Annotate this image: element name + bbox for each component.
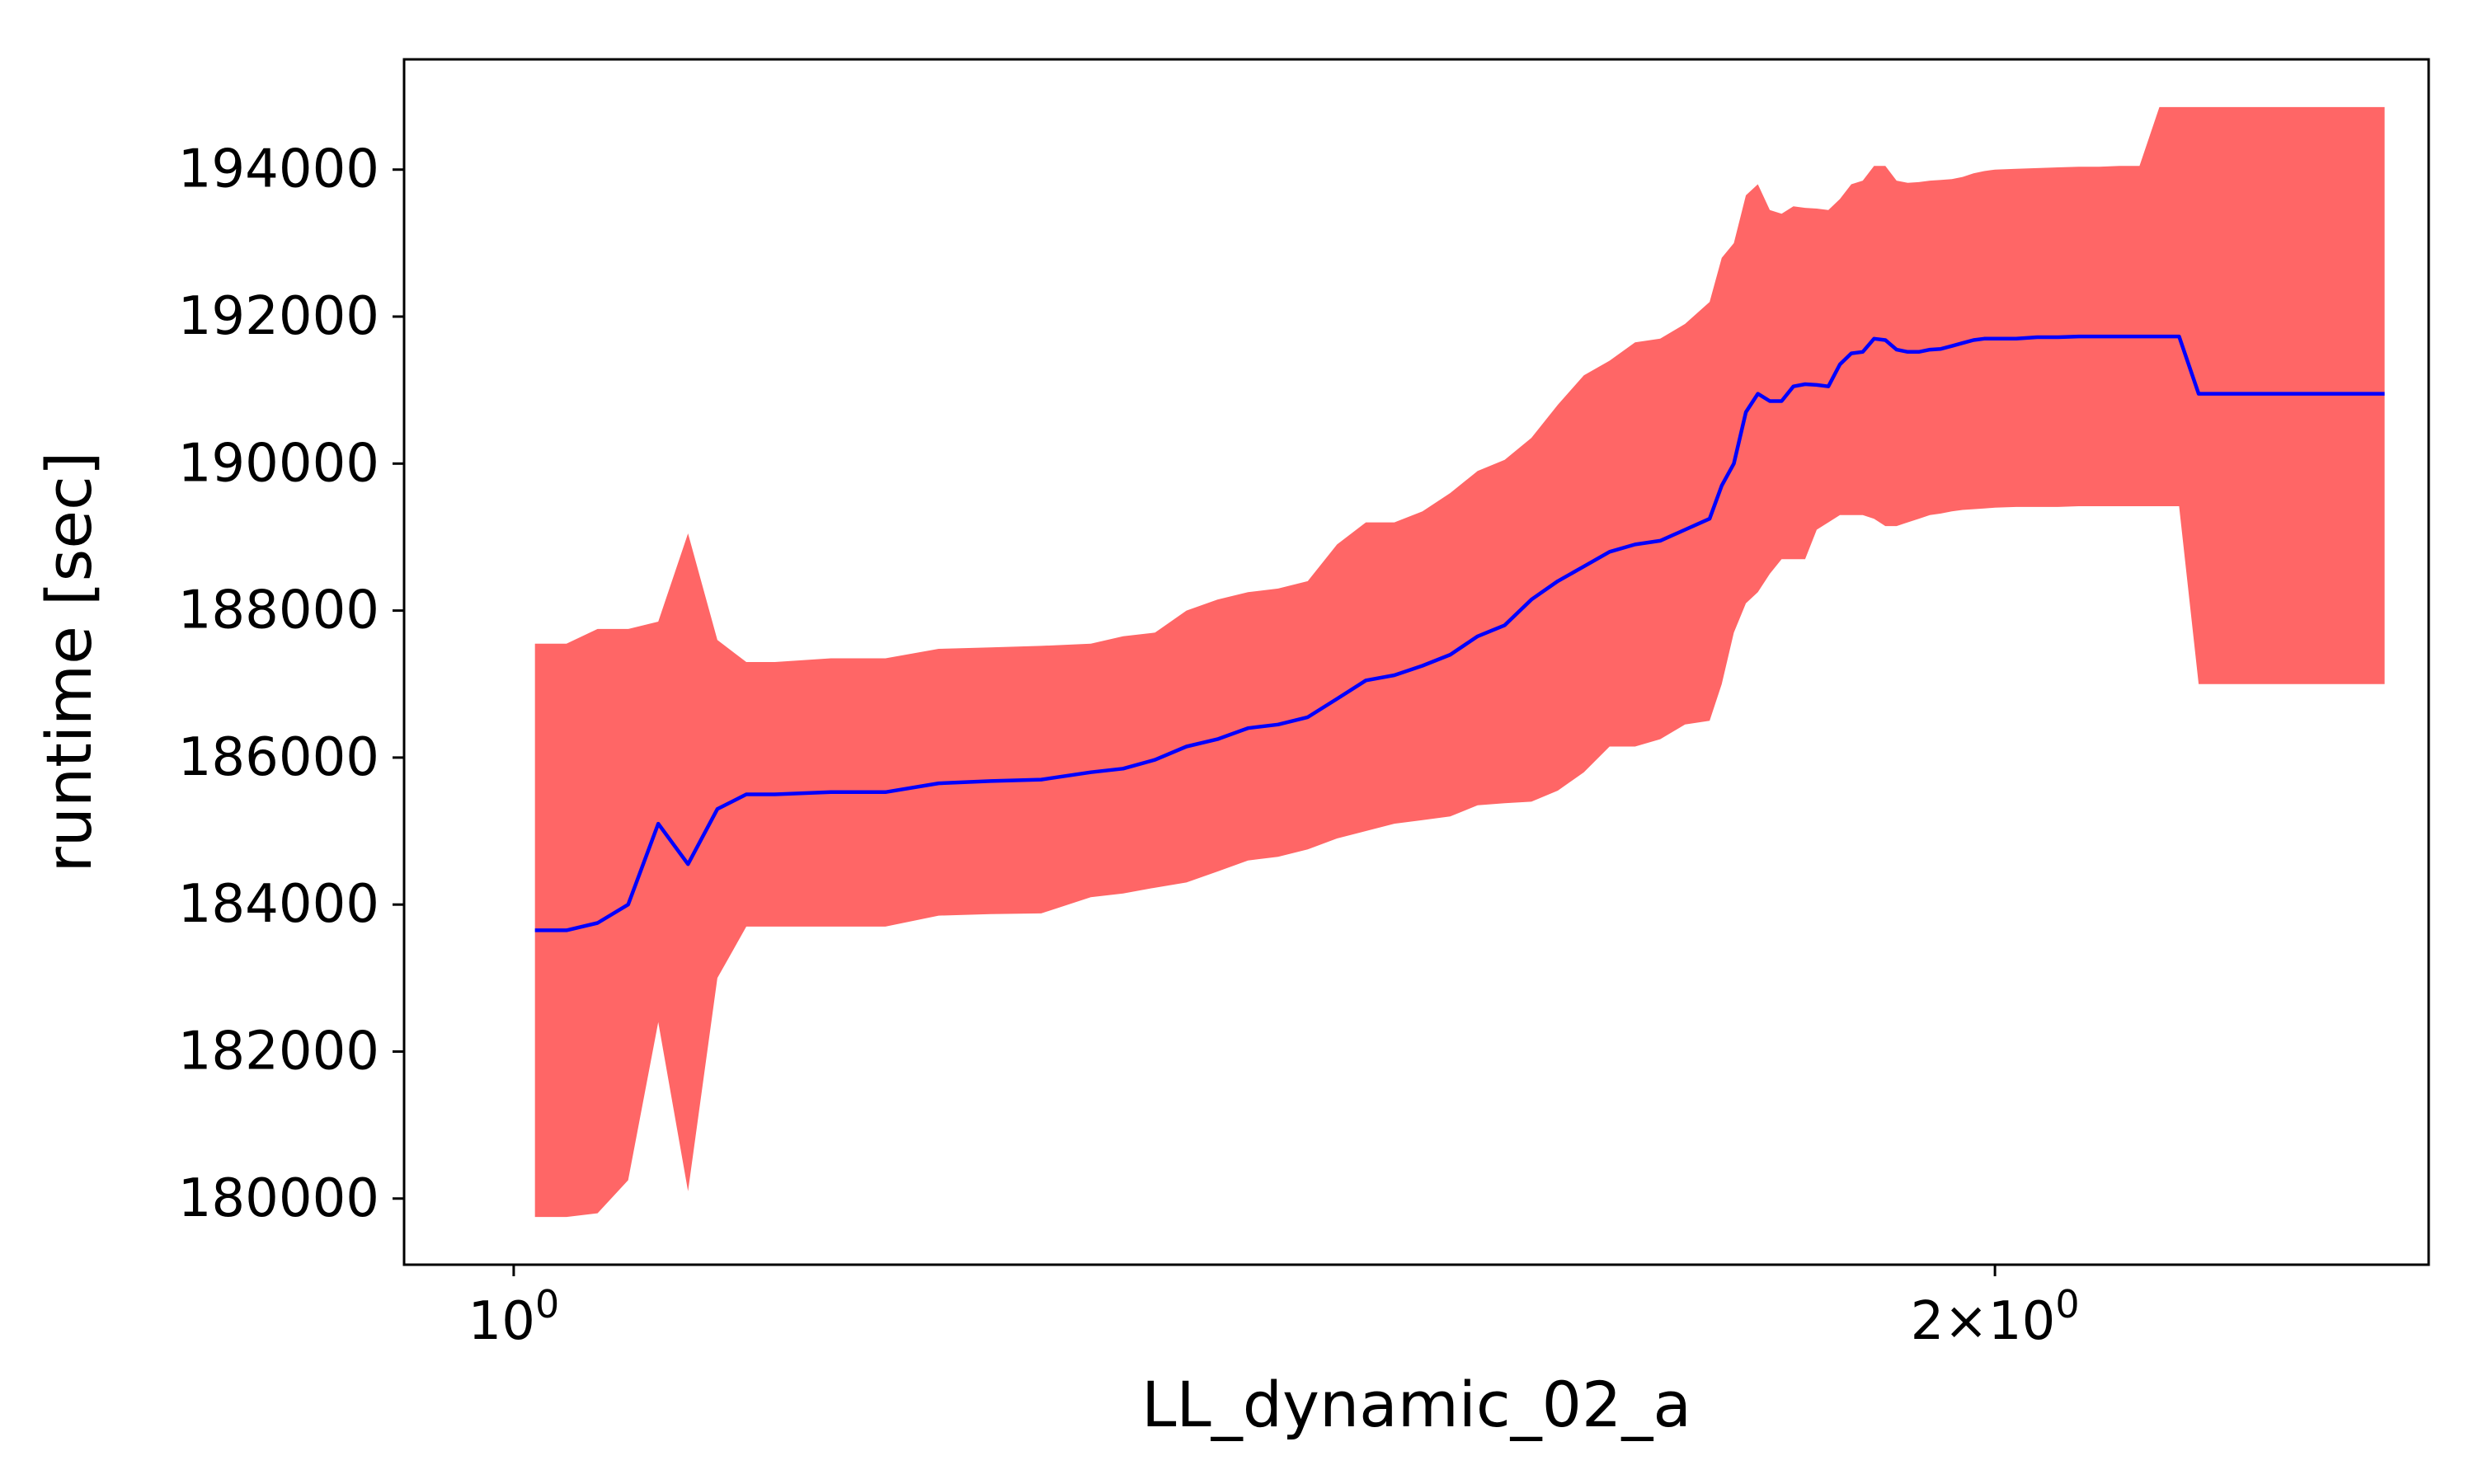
mean-line: [534, 334, 2385, 932]
plot-frame: [402, 58, 2430, 1266]
mean-line-layer: [534, 334, 2385, 932]
y-tick-label: 194000: [178, 139, 379, 200]
confidence-band-layer: [534, 106, 2385, 1218]
y-tick-label: 180000: [178, 1168, 379, 1229]
x-tick-label: 100: [468, 1282, 560, 1352]
y-tick-label: 184000: [178, 874, 379, 935]
confidence-band: [534, 106, 2385, 1218]
y-tick-label: 188000: [178, 580, 379, 641]
x-tick-base: 10: [1988, 1291, 2055, 1352]
x-tick-exponent: 0: [2055, 1282, 2079, 1327]
y-tick-label: 186000: [178, 727, 379, 788]
y-axis-ticks: 180000 182000 184000 186000 188000 190000 1920…: [178, 139, 404, 1229]
y-tick-label: 182000: [178, 1021, 379, 1082]
y-axis-label: runtime [sec]: [32, 452, 106, 873]
x-axis-ticks: 100 2×100: [468, 1265, 2080, 1352]
y-tick-label: 192000: [178, 286, 379, 347]
x-tick-label: 2×100: [1911, 1282, 2080, 1352]
x-tick-exponent: 0: [535, 1282, 559, 1327]
x-tick-coefficient: 2: [1911, 1291, 1945, 1352]
x-tick-base: 10: [468, 1291, 535, 1352]
x-tick-times: ×: [1944, 1291, 1988, 1352]
x-axis-label: LL_dynamic_02_a: [1141, 1368, 1691, 1441]
y-tick-label: 190000: [178, 433, 379, 494]
